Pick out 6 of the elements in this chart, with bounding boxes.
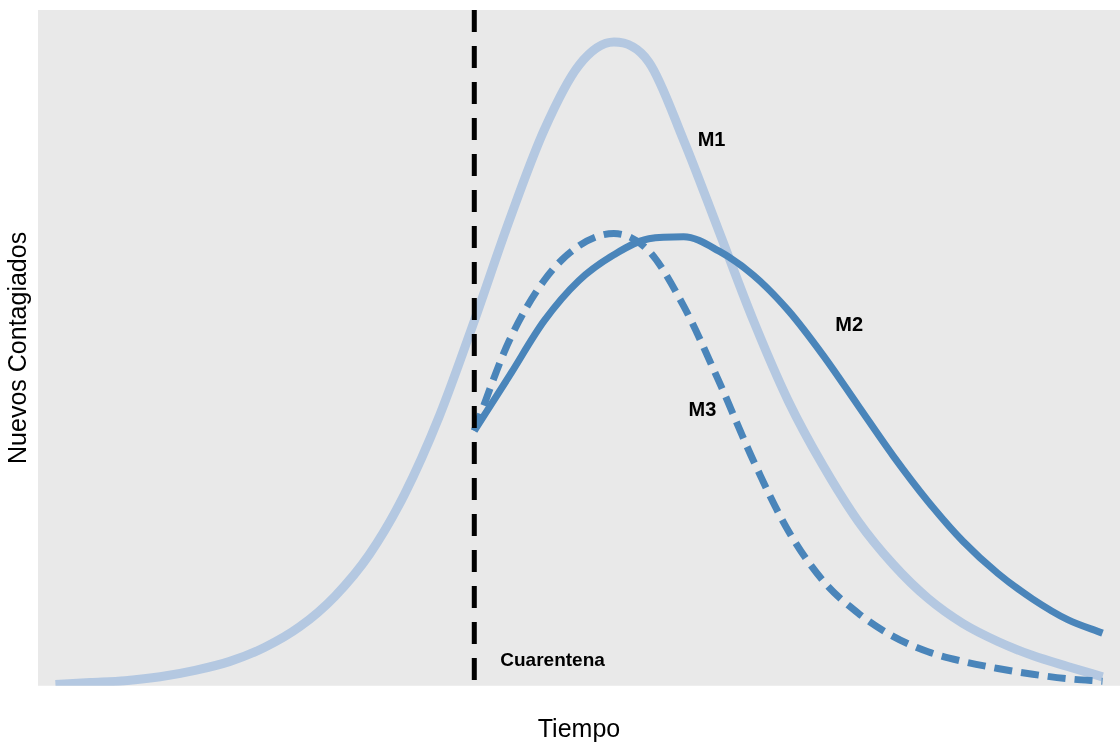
series-label: M3 — [688, 398, 717, 421]
y-axis-title: Nuevos Contagiados — [2, 231, 31, 464]
annotation: Cuarentena — [500, 649, 606, 671]
series-label: M2 — [835, 313, 864, 336]
series-label: M1 — [697, 127, 726, 150]
x-axis-title: Tiempo — [537, 713, 621, 742]
